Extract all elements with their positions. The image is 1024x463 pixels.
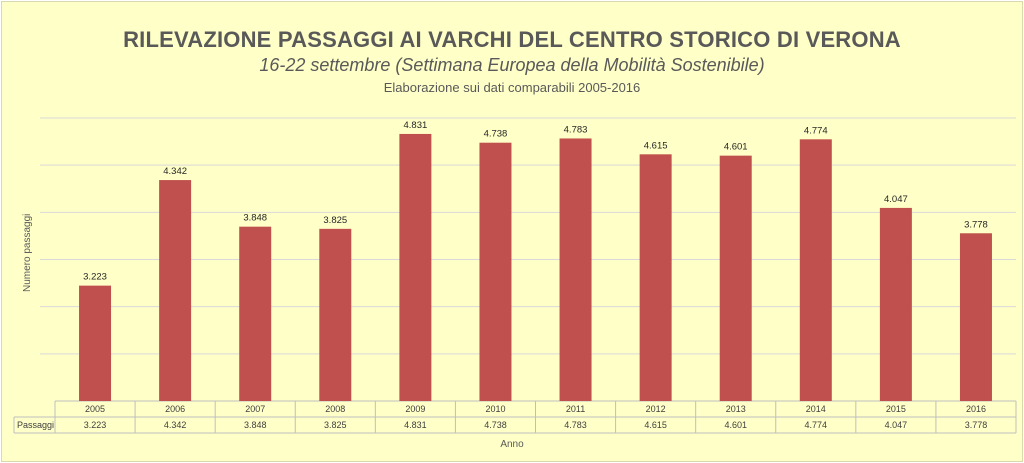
bar <box>79 285 112 401</box>
data-label: 3.778 <box>964 219 988 230</box>
table-value: 4.738 <box>484 420 507 430</box>
bar <box>159 180 192 401</box>
data-label: 4.831 <box>403 120 427 131</box>
x-tick-label: 2008 <box>325 404 345 414</box>
table-value: 4.783 <box>564 420 587 430</box>
table-value: 4.601 <box>724 420 747 430</box>
table-value: 4.047 <box>885 420 908 430</box>
x-tick-label: 2010 <box>485 404 505 414</box>
bar <box>799 139 832 401</box>
data-label: 3.825 <box>323 215 347 226</box>
bar <box>879 207 912 401</box>
bar <box>479 142 512 401</box>
x-axis-label: Anno <box>500 439 524 450</box>
bar <box>639 154 672 401</box>
data-label: 4.342 <box>163 166 187 177</box>
data-label: 4.738 <box>484 129 508 140</box>
chart-subtitle-secondary: Elaborazione sui dati comparabili 2005-2… <box>383 80 641 95</box>
data-label: 4.047 <box>884 194 908 205</box>
data-label: 3.848 <box>243 213 267 224</box>
bar <box>959 233 992 401</box>
table-value: 4.831 <box>404 420 427 430</box>
bar <box>399 133 432 402</box>
data-label: 4.601 <box>724 142 748 153</box>
x-tick-label: 2011 <box>566 404 585 414</box>
table-value: 3.825 <box>324 420 347 430</box>
table-value: 3.778 <box>965 420 988 430</box>
chart-title: RILEVAZIONE PASSAGGI AI VARCHI DEL CENTR… <box>123 27 901 52</box>
table-value: 4.615 <box>644 420 667 430</box>
table-value: 3.848 <box>244 420 267 430</box>
bar <box>719 155 752 401</box>
x-tick-label: 2006 <box>165 404 185 414</box>
data-label: 4.783 <box>564 124 588 135</box>
x-tick-label: 2005 <box>85 404 105 414</box>
table-value: 3.223 <box>84 420 107 430</box>
chart-subtitle: 16-22 settembre (Settimana Europea della… <box>259 55 765 75</box>
x-tick-label: 2012 <box>646 404 666 414</box>
x-tick-label: 2015 <box>886 404 906 414</box>
x-tick-label: 2016 <box>966 404 986 414</box>
x-tick-label: 2014 <box>806 404 826 414</box>
data-label: 4.774 <box>804 125 828 136</box>
bar <box>559 138 592 401</box>
table-value: 4.774 <box>805 420 828 430</box>
table-series-label: Passaggi <box>17 420 54 430</box>
x-tick-label: 2013 <box>726 404 746 414</box>
data-label: 4.615 <box>644 140 668 151</box>
table-value: 4.342 <box>164 420 187 430</box>
data-label: 3.223 <box>83 272 107 283</box>
x-tick-label: 2007 <box>245 404 265 414</box>
bar <box>239 226 272 401</box>
bar <box>319 228 352 401</box>
x-tick-label: 2009 <box>405 404 425 414</box>
